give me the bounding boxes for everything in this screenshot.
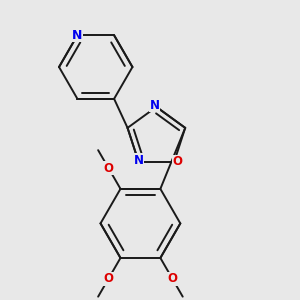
Text: N: N	[134, 154, 144, 167]
Text: O: O	[103, 272, 113, 285]
Text: O: O	[103, 162, 113, 175]
Text: O: O	[167, 272, 177, 285]
Text: N: N	[72, 29, 82, 42]
Text: N: N	[150, 99, 160, 112]
Text: O: O	[172, 155, 182, 168]
